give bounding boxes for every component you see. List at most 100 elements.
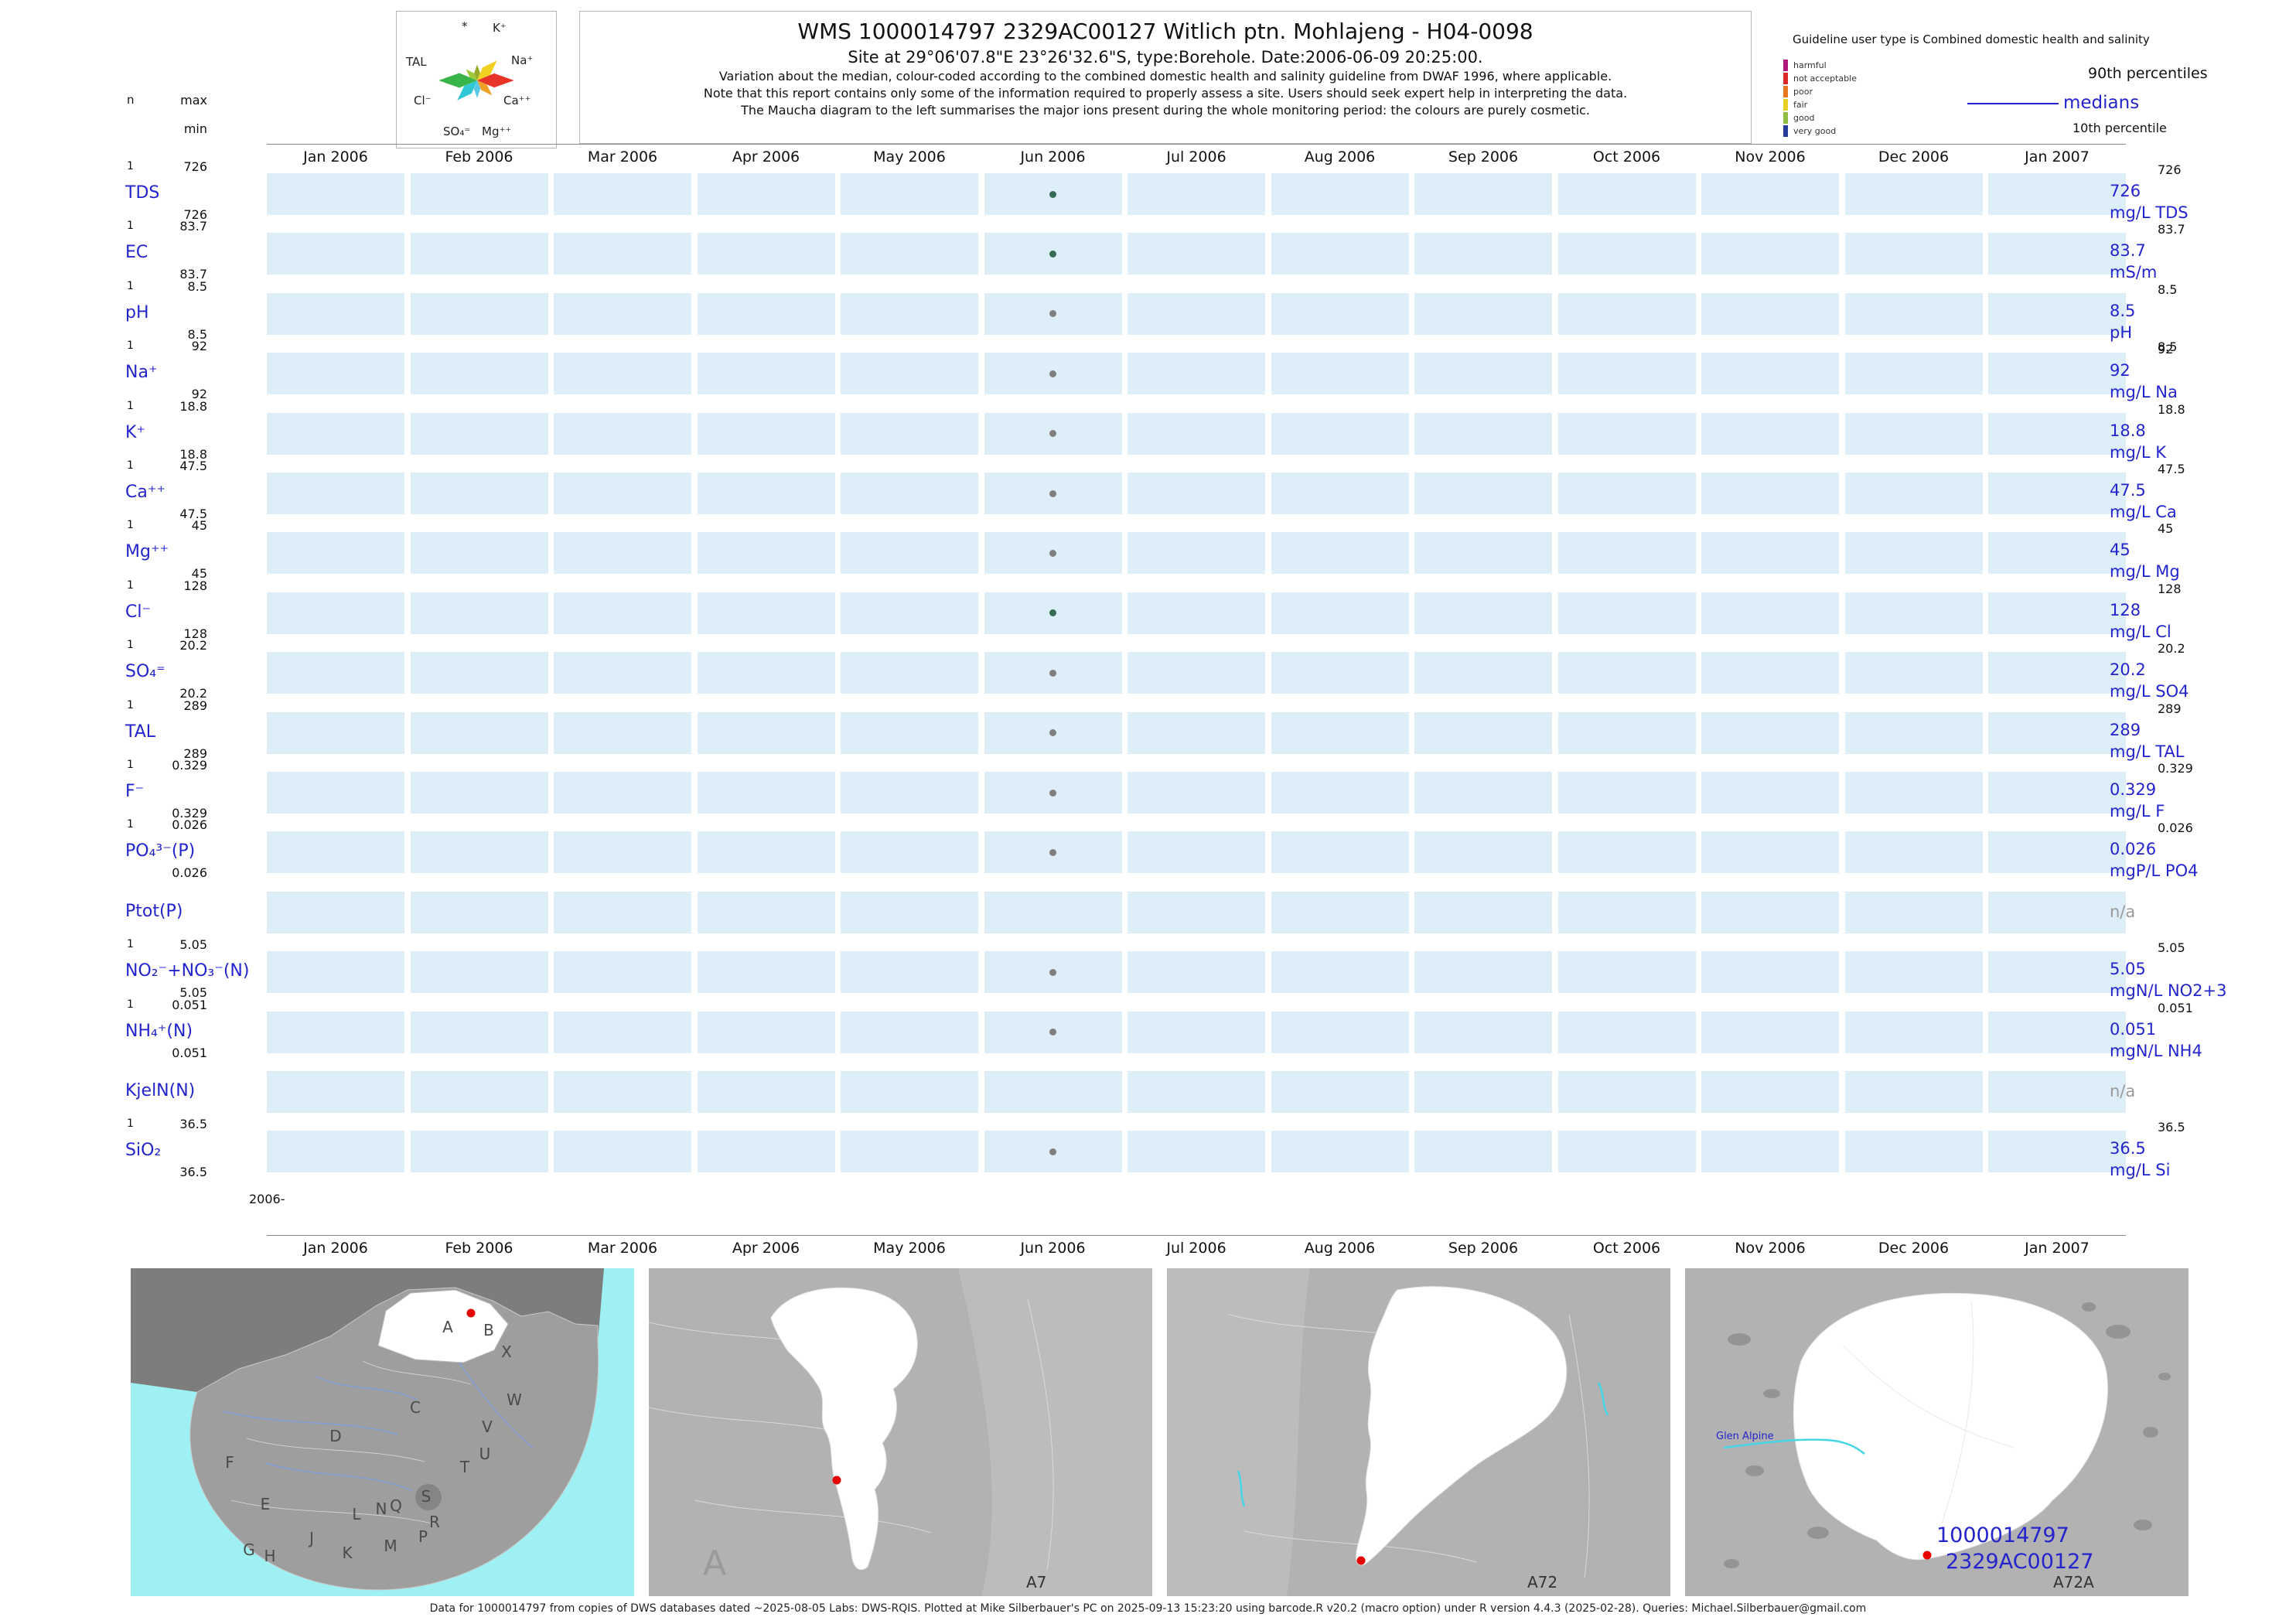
month-cell — [1701, 772, 1839, 814]
month-cell — [410, 1131, 548, 1173]
month-cell — [1701, 412, 1839, 455]
month-label-bottom: Jul 2006 — [1166, 1240, 1226, 1257]
parameter-label: Na⁺ — [125, 363, 158, 383]
month-cell — [1271, 1071, 1409, 1113]
legend-color-chip — [1783, 60, 1788, 71]
no-data-label: n/a — [2110, 1082, 2136, 1100]
drainage-region-letter: Q — [390, 1496, 402, 1515]
month-cell — [841, 532, 978, 575]
report-header: WMS 1000014797 2329AC00127 Witlich ptn. … — [579, 11, 1752, 144]
parameter-label: F⁻ — [125, 782, 145, 801]
parameter-label: K⁺ — [125, 422, 146, 442]
month-cell — [1988, 891, 2126, 933]
month-cell — [1414, 1071, 1552, 1113]
drainage-region-letter: X — [501, 1343, 512, 1361]
sample-count: 1 — [127, 639, 134, 652]
month-cell — [1844, 891, 1983, 933]
month-cell — [841, 412, 978, 455]
month-cell — [267, 951, 404, 994]
month-label-bottom: Jan 2007 — [2025, 1240, 2090, 1257]
sample-count: 1 — [127, 578, 134, 592]
month-label-top: May 2006 — [873, 148, 946, 165]
station-code-label: 2329AC00127 — [1946, 1550, 2094, 1574]
drainage-region-letter: U — [479, 1445, 491, 1463]
maucha-ion-label: Ca⁺⁺ — [503, 94, 531, 107]
month-cell — [1557, 412, 1696, 455]
month-cell — [1128, 412, 1265, 455]
sample-count: 1 — [127, 459, 134, 472]
map-primary-svg — [649, 1268, 1152, 1596]
p10-legend-label: 10th percentile — [2073, 121, 2167, 135]
month-cell — [267, 652, 404, 694]
month-cell — [1844, 652, 1983, 694]
legend-scale-label: poor — [1793, 87, 1813, 97]
place-name-label: Glen Alpine — [1716, 1431, 1774, 1442]
parameter-label: Ca⁺⁺ — [125, 483, 166, 502]
region-letter-label: A — [703, 1544, 727, 1583]
month-cell — [1128, 473, 1265, 514]
drainage-region-letter: K — [342, 1544, 353, 1562]
month-cell — [554, 353, 691, 395]
month-cell — [1988, 1071, 2126, 1113]
month-cell — [1701, 353, 1839, 395]
month-cell — [1988, 233, 2126, 275]
month-cell — [1128, 1131, 1265, 1173]
month-cell — [1988, 951, 2126, 994]
month-cell — [267, 1071, 404, 1113]
month-cell — [267, 233, 404, 275]
month-cell — [1988, 473, 2126, 514]
data-point — [1049, 848, 1056, 856]
drainage-region-letter: B — [483, 1321, 494, 1339]
sample-count: 1 — [127, 339, 134, 353]
median-value: 20.2 — [2110, 660, 2146, 680]
axis-header-n: n — [127, 93, 135, 107]
drainage-region-letter: W — [507, 1390, 522, 1409]
month-cell — [1271, 292, 1409, 335]
legend-scale-label: fair — [1793, 100, 1808, 110]
month-cell — [1557, 353, 1696, 395]
month-cell — [554, 1131, 691, 1173]
month-cell — [1701, 652, 1839, 694]
month-cell — [1128, 772, 1265, 814]
month-cell — [1557, 1131, 1696, 1173]
p90-value: 128 — [2158, 581, 2182, 596]
legend-color-chip — [1783, 99, 1788, 111]
drainage-region-letter: D — [329, 1427, 342, 1445]
month-label-bottom: May 2006 — [873, 1240, 946, 1257]
legend-scale-label: harmful — [1793, 60, 1827, 70]
sample-count: 1 — [127, 279, 134, 292]
min-value: 83.7 — [179, 267, 207, 282]
max-value: 18.8 — [179, 398, 207, 414]
month-cell — [841, 711, 978, 754]
axis-header-max: max — [180, 93, 207, 107]
p90-value: 289 — [2158, 701, 2182, 716]
month-cell — [1701, 292, 1839, 335]
max-value: 36.5 — [179, 1117, 207, 1132]
month-label-top: Jun 2006 — [1020, 148, 1086, 165]
month-label-top: Feb 2006 — [445, 148, 513, 165]
month-cell — [841, 652, 978, 694]
site-location-dot — [1922, 1551, 1932, 1560]
month-cell — [554, 652, 691, 694]
month-cell — [1701, 233, 1839, 275]
month-cell — [267, 711, 404, 754]
month-label-bottom: Nov 2006 — [1735, 1240, 1806, 1257]
month-cell — [697, 831, 835, 874]
data-point — [1049, 968, 1056, 976]
month-cell — [554, 1011, 691, 1053]
month-cell — [1844, 233, 1983, 275]
month-cell — [841, 1011, 978, 1053]
unit-label: mg/L Na — [2110, 383, 2178, 402]
month-cell — [1988, 592, 2126, 634]
month-cell — [267, 173, 404, 215]
max-value: 83.7 — [179, 219, 207, 234]
month-cell — [410, 353, 548, 395]
month-cell — [1128, 353, 1265, 395]
month-cell — [1557, 951, 1696, 994]
month-cell — [1414, 233, 1552, 275]
drainage-region-letter: E — [260, 1495, 271, 1513]
data-point — [1049, 370, 1056, 377]
maucha-ion-label: Na⁺ — [511, 53, 534, 67]
median-value: 8.5 — [2110, 301, 2136, 320]
